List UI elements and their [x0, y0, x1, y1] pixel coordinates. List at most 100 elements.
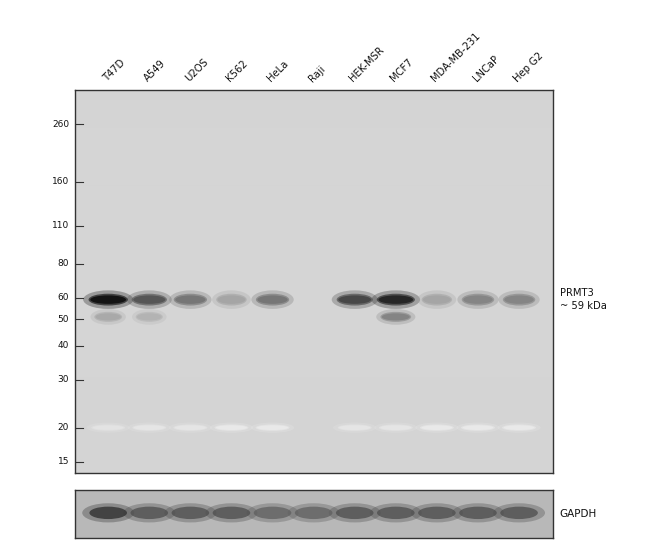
Ellipse shape — [456, 423, 500, 433]
Ellipse shape — [497, 423, 541, 433]
Text: GAPDH: GAPDH — [560, 509, 597, 519]
Ellipse shape — [452, 503, 504, 522]
Ellipse shape — [124, 503, 176, 522]
Ellipse shape — [213, 507, 250, 519]
Bar — [75, 262, 552, 281]
Text: A549: A549 — [142, 58, 168, 84]
Ellipse shape — [137, 313, 162, 320]
Text: HeLa: HeLa — [265, 59, 291, 84]
Bar — [75, 339, 552, 358]
Ellipse shape — [423, 296, 450, 304]
Ellipse shape — [378, 296, 413, 304]
Bar — [75, 109, 552, 128]
Bar — [75, 435, 552, 454]
Bar — [75, 320, 552, 339]
Ellipse shape — [90, 296, 126, 304]
Ellipse shape — [251, 423, 294, 433]
Ellipse shape — [374, 423, 417, 433]
Ellipse shape — [295, 507, 332, 519]
Bar — [75, 147, 552, 166]
Ellipse shape — [333, 423, 376, 433]
Ellipse shape — [127, 423, 171, 433]
Ellipse shape — [462, 294, 494, 306]
Ellipse shape — [415, 423, 458, 433]
Ellipse shape — [382, 313, 410, 320]
Text: 40: 40 — [58, 341, 69, 350]
Ellipse shape — [127, 290, 172, 309]
Ellipse shape — [502, 424, 536, 431]
Ellipse shape — [422, 294, 452, 306]
Bar — [75, 204, 552, 224]
Ellipse shape — [214, 424, 248, 431]
Ellipse shape — [339, 426, 370, 430]
Ellipse shape — [131, 507, 168, 519]
Bar — [75, 396, 552, 416]
Ellipse shape — [338, 296, 371, 304]
Ellipse shape — [421, 426, 452, 430]
Ellipse shape — [90, 309, 126, 325]
Ellipse shape — [136, 312, 163, 322]
Text: 80: 80 — [58, 259, 69, 268]
Ellipse shape — [94, 312, 122, 322]
Text: HEK-MSR: HEK-MSR — [348, 45, 386, 84]
Ellipse shape — [418, 507, 456, 519]
Ellipse shape — [133, 424, 166, 431]
Ellipse shape — [500, 507, 538, 519]
Ellipse shape — [504, 296, 534, 304]
Text: MCF7: MCF7 — [389, 57, 415, 84]
Ellipse shape — [96, 313, 121, 320]
Ellipse shape — [216, 294, 247, 306]
Text: 160: 160 — [52, 177, 69, 186]
Ellipse shape — [212, 290, 251, 309]
Ellipse shape — [175, 426, 206, 430]
Ellipse shape — [246, 503, 298, 522]
Text: LNCaP: LNCaP — [471, 54, 500, 84]
Ellipse shape — [458, 290, 499, 309]
Ellipse shape — [332, 290, 378, 309]
Ellipse shape — [493, 503, 545, 522]
Text: U2OS: U2OS — [183, 57, 210, 84]
Ellipse shape — [257, 296, 288, 304]
Bar — [75, 90, 552, 109]
Ellipse shape — [93, 426, 124, 430]
Bar — [75, 358, 552, 377]
Ellipse shape — [176, 296, 205, 304]
Ellipse shape — [82, 503, 134, 522]
Text: T47D: T47D — [101, 58, 127, 84]
Ellipse shape — [337, 294, 373, 306]
Text: 110: 110 — [52, 221, 69, 230]
Ellipse shape — [380, 426, 411, 430]
Ellipse shape — [164, 503, 216, 522]
Ellipse shape — [255, 424, 289, 431]
Text: 30: 30 — [58, 375, 69, 384]
Ellipse shape — [210, 423, 253, 433]
Ellipse shape — [83, 290, 133, 309]
Ellipse shape — [91, 424, 125, 431]
Ellipse shape — [380, 312, 411, 322]
Text: Raji: Raji — [307, 64, 327, 84]
Ellipse shape — [411, 503, 463, 522]
Ellipse shape — [174, 294, 207, 306]
Text: Hep G2: Hep G2 — [512, 50, 545, 84]
Ellipse shape — [417, 290, 456, 309]
Ellipse shape — [377, 294, 415, 306]
Ellipse shape — [254, 507, 291, 519]
Text: 260: 260 — [52, 120, 69, 129]
Ellipse shape — [376, 309, 415, 325]
Ellipse shape — [420, 424, 454, 431]
Ellipse shape — [329, 503, 381, 522]
Bar — [75, 281, 552, 301]
Ellipse shape — [134, 426, 164, 430]
Ellipse shape — [463, 426, 493, 430]
Ellipse shape — [169, 290, 211, 309]
Bar — [75, 416, 552, 435]
Text: 60: 60 — [58, 293, 69, 302]
Ellipse shape — [459, 507, 497, 519]
Ellipse shape — [132, 309, 166, 325]
Ellipse shape — [256, 294, 289, 306]
Ellipse shape — [379, 424, 413, 431]
Bar — [75, 224, 552, 243]
Ellipse shape — [169, 423, 212, 433]
Ellipse shape — [218, 296, 245, 304]
Ellipse shape — [336, 507, 374, 519]
